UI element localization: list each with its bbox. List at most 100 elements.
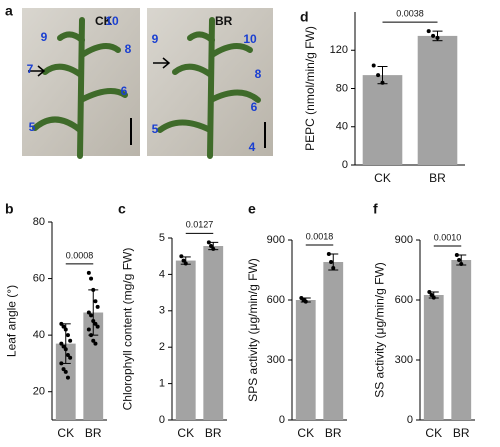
y-tick-label: 0 [279, 414, 285, 426]
data-point [181, 258, 186, 263]
data-point [65, 375, 70, 380]
y-tick-label: 0 [342, 159, 348, 171]
p-value: 0.0008 [66, 250, 94, 260]
data-point [427, 290, 432, 294]
data-point [429, 293, 434, 297]
data-point [59, 321, 64, 326]
data-point [326, 252, 331, 256]
data-point [91, 319, 96, 323]
y-tick-label: 80 [336, 82, 348, 94]
leaf-number: 9 [41, 30, 48, 44]
y-tick-label: 1 [159, 378, 165, 390]
y-tick-label: 600 [395, 294, 413, 306]
data-point [65, 333, 70, 338]
data-point [435, 35, 440, 40]
panel-label: e [248, 201, 256, 217]
arrow [153, 57, 171, 69]
x-tick-label: BR [429, 171, 446, 185]
y-axis-label: PEPC (nmol/min/g FW) [303, 26, 317, 151]
leaf-number: 8 [125, 42, 132, 56]
x-tick-label: CK [425, 426, 442, 440]
data-point [86, 327, 91, 332]
x-tick-label: BR [453, 426, 470, 440]
data-point [89, 276, 94, 281]
panel-label: d [300, 9, 309, 25]
y-tick-label: 120 [330, 44, 348, 56]
data-point [376, 73, 381, 78]
y-tick-label: 60 [33, 272, 45, 284]
data-point [211, 246, 216, 251]
y-tick-label: 900 [267, 234, 285, 246]
data-point [61, 367, 66, 372]
data-point [380, 80, 385, 85]
data-point [459, 262, 464, 266]
data-point [93, 299, 98, 304]
p-value: 0.0127 [186, 220, 214, 230]
data-point [454, 253, 459, 257]
data-point [95, 304, 100, 309]
bar [423, 295, 444, 420]
y-tick-label: 300 [395, 354, 413, 366]
y-tick-label: 40 [33, 329, 45, 341]
data-point [371, 63, 376, 68]
data-point [457, 258, 462, 262]
data-point [329, 260, 334, 264]
bar [83, 312, 104, 420]
data-point [95, 324, 100, 329]
bar [203, 246, 224, 420]
data-point [86, 270, 91, 275]
plant-sketch [32, 17, 261, 159]
data-point [59, 361, 64, 366]
data-point [331, 266, 336, 270]
data-point [91, 338, 96, 343]
leaf-number: 5 [152, 122, 159, 136]
y-tick-label: 0 [407, 414, 413, 426]
y-tick-label: 300 [267, 354, 285, 366]
data-point [303, 299, 308, 304]
data-point [89, 333, 94, 338]
data-point [91, 287, 96, 292]
panel-label: b [5, 201, 14, 217]
leaf-number: 8 [255, 67, 262, 81]
y-tick-label: 80 [33, 216, 45, 228]
data-point [93, 321, 98, 326]
photo-label: BR [215, 14, 233, 28]
data-point [89, 313, 94, 318]
data-point [59, 341, 64, 346]
y-tick-label: 3 [159, 305, 165, 317]
leaf-number: 7 [27, 62, 34, 76]
data-point [61, 344, 66, 349]
y-axis-label: Chlorophyll content (mg/g FW) [120, 248, 134, 411]
p-value: 0.0038 [396, 9, 424, 19]
y-tick-label: 2 [159, 341, 165, 353]
data-point [431, 33, 436, 38]
arrow [28, 65, 46, 77]
x-tick-label: CK [374, 171, 391, 185]
p-value: 0.0010 [434, 232, 462, 242]
y-tick-label: 0 [159, 414, 165, 426]
data-point [68, 355, 73, 360]
leaf-number: 5 [29, 120, 36, 134]
y-tick-label: 600 [267, 294, 285, 306]
leaf-number: 4 [249, 140, 256, 154]
leaf-number: 6 [251, 100, 258, 114]
data-point [68, 338, 73, 343]
data-point [65, 352, 70, 357]
data-point [431, 295, 436, 300]
y-axis-label: Leaf angle (°) [4, 285, 18, 357]
panel-label: c [118, 201, 126, 217]
panel-label: a [5, 3, 13, 19]
bar [362, 75, 403, 165]
y-tick-label: 4 [159, 268, 165, 280]
data-point [63, 347, 68, 352]
p-value: 0.0018 [306, 231, 334, 241]
x-tick-label: BR [325, 426, 342, 440]
data-point [209, 244, 214, 249]
leaf-number: 10 [243, 32, 257, 46]
panel-label: f [373, 201, 378, 217]
data-point [206, 240, 211, 245]
leaf-number: 6 [121, 84, 128, 98]
x-tick-label: CK [297, 426, 314, 440]
x-tick-label: BR [205, 426, 222, 440]
